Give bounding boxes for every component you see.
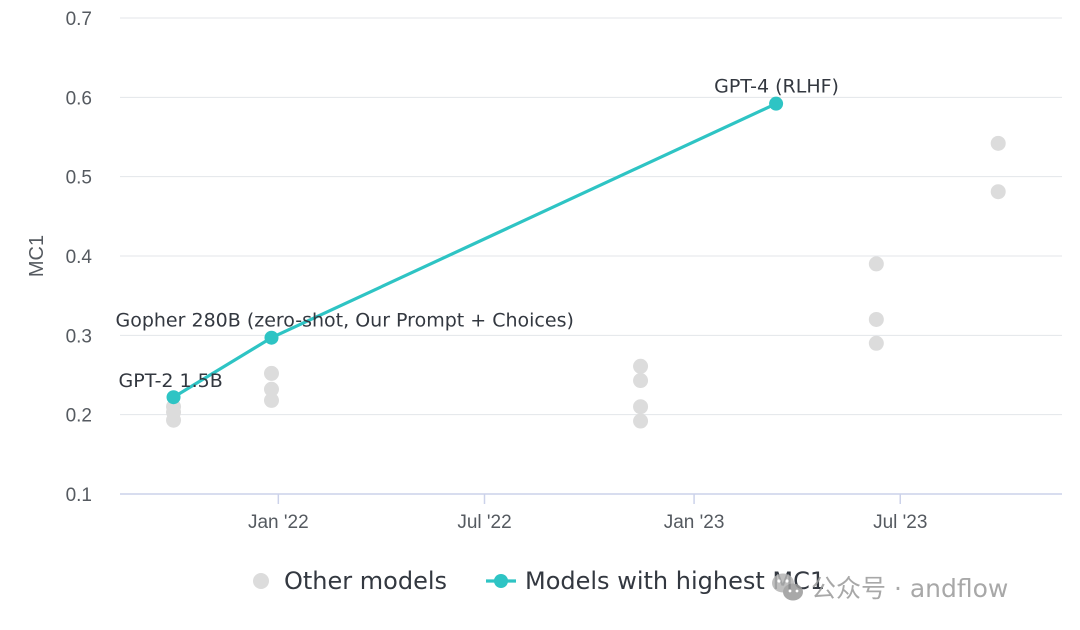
y-tick-label: 0.7	[66, 9, 92, 30]
x-tick-label: Jul '22	[457, 512, 511, 533]
y-tick-label: 0.2	[66, 406, 92, 427]
x-tick-label: Jan '23	[664, 512, 725, 533]
data-point[interactable]	[868, 311, 884, 327]
data-point[interactable]	[990, 135, 1006, 151]
legend[interactable]: Other models Models with highest MC1	[253, 567, 825, 595]
data-point[interactable]	[633, 413, 649, 429]
data-point[interactable]	[633, 373, 649, 389]
point-label: Gopher 280B (zero-shot, Our Prompt + Cho…	[115, 310, 573, 332]
y-tick-label: 0.4	[66, 247, 93, 268]
y-tick-label: 0.1	[66, 485, 92, 506]
x-tick-label: Jan '22	[248, 512, 309, 533]
point-label: GPT-2 1.5B	[119, 370, 223, 392]
point-labels: GPT-2 1.5B Gopher 280B (zero-shot, Our Pr…	[115, 76, 838, 393]
x-tick-label: Jul '23	[873, 512, 927, 533]
highlight-point[interactable]	[264, 330, 279, 345]
data-point[interactable]	[166, 412, 182, 428]
data-point[interactable]	[263, 392, 279, 408]
highlight-point[interactable]	[769, 96, 784, 111]
y-tick-label: 0.6	[66, 88, 92, 109]
data-point[interactable]	[263, 365, 279, 381]
series-models-with-highest-mc1	[166, 96, 784, 405]
data-point[interactable]	[868, 335, 884, 351]
series-line	[171, 102, 778, 399]
legend-item-other-models[interactable]: Other models	[253, 567, 447, 595]
highlight-point[interactable]	[166, 390, 181, 405]
data-point[interactable]	[633, 399, 649, 415]
legend-marker	[253, 573, 269, 589]
wechat-icon	[772, 573, 803, 601]
watermark: 公众号 · andflow	[772, 573, 1008, 603]
y-tick-label: 0.5	[66, 168, 92, 189]
plot-area	[166, 96, 1006, 429]
legend-label: Other models	[284, 567, 447, 595]
data-point[interactable]	[633, 358, 649, 374]
data-point[interactable]	[990, 184, 1006, 200]
y-axis: 0.1 0.2 0.3 0.4 0.5 0.6 0.7	[66, 9, 93, 506]
y-tick-label: 0.3	[66, 326, 92, 347]
y-axis-title: MC1	[26, 235, 48, 277]
data-point[interactable]	[868, 256, 884, 272]
grid-lines	[120, 17, 1062, 495]
data-point[interactable]	[263, 381, 279, 397]
point-label: GPT-4 (RLHF)	[714, 76, 839, 98]
x-axis: Jan '22 Jul '22 Jan '23 Jul '23	[248, 494, 927, 533]
watermark-text: 公众号 · andflow	[811, 574, 1008, 603]
legend-marker	[494, 574, 508, 588]
series-other-models	[166, 135, 1006, 429]
